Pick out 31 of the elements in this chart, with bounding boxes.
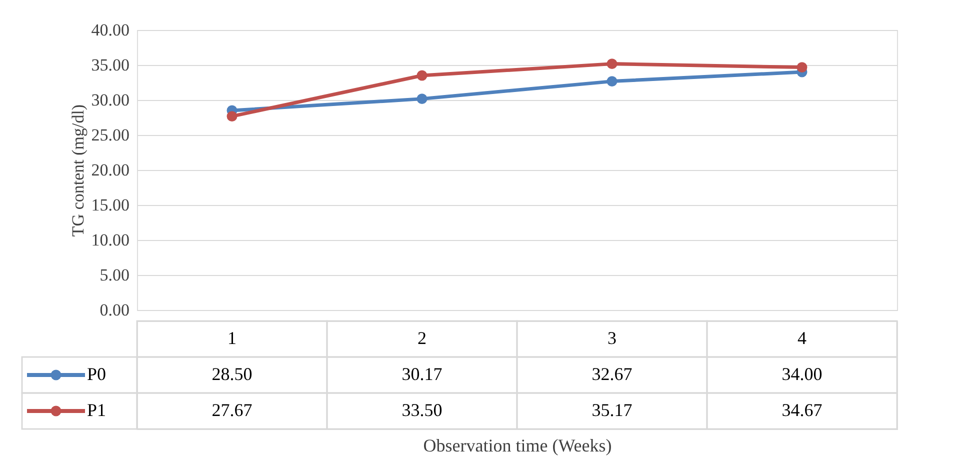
- point: [606, 76, 618, 87]
- data-label: 30.17: [402, 364, 442, 384]
- y-axis-title: TG content (mg/dl): [68, 104, 88, 237]
- x-tick-label: 4: [798, 328, 806, 348]
- y-tick-label: 30.00: [91, 90, 130, 110]
- y-tick-label: 5.00: [100, 266, 130, 284]
- legend-label: P0: [87, 364, 106, 384]
- y-tick-label: 20.00: [91, 160, 130, 180]
- data-label: 28.50: [212, 364, 252, 384]
- data-label: 35.17: [592, 400, 632, 420]
- y-tick-label: 40.00: [91, 20, 130, 40]
- data-label: 32.67: [592, 364, 632, 384]
- point: [796, 62, 808, 73]
- point: [416, 94, 428, 104]
- point: [226, 111, 238, 122]
- x-tick-label: 2: [418, 328, 426, 348]
- y-tick-label: 0.00: [100, 300, 130, 320]
- x-tick-label: 3: [608, 328, 616, 348]
- point: [606, 58, 618, 70]
- data-label: 34.67: [782, 400, 822, 420]
- x-axis-title: Observation time (Weeks): [423, 436, 612, 456]
- data-label: 27.67: [212, 400, 252, 420]
- x-tick-label: 1: [228, 328, 236, 348]
- point: [416, 70, 428, 81]
- y-tick-label: 35.00: [91, 56, 130, 74]
- y-tick-label: 15.00: [91, 196, 130, 214]
- legend-label: P1: [87, 400, 106, 420]
- y-tick-label: 25.00: [91, 126, 130, 144]
- y-tick-label: 10.00: [91, 230, 130, 250]
- data-label: 34.00: [782, 364, 822, 384]
- data-label: 33.50: [402, 400, 442, 420]
